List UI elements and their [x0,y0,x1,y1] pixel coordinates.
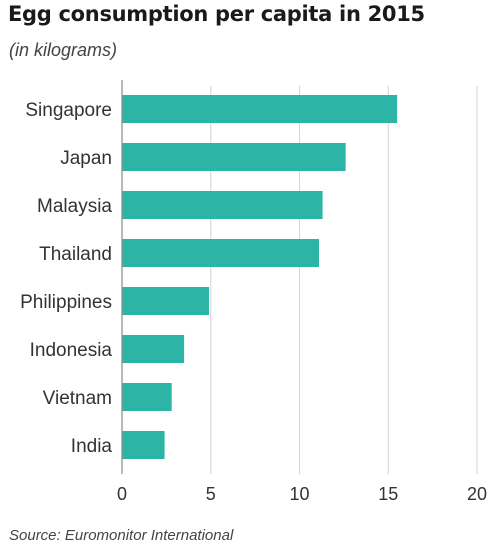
category-label: India [71,436,113,457]
category-label: Indonesia [30,340,113,361]
category-label: Vietnam [43,388,112,409]
category-label: Thailand [39,244,112,265]
x-tick-label: 10 [289,484,309,504]
bar-malaysia [122,191,323,219]
bar-thailand [122,239,320,267]
category-label: Philippines [20,292,112,313]
x-tick-label: 15 [378,484,398,504]
bar-vietnam [122,383,172,411]
bar-philippines [122,287,209,315]
chart-title: Egg consumption per capita in 2015 [8,2,425,26]
bar-japan [122,143,346,171]
bar-singapore [122,95,398,123]
x-tick-label: 0 [117,484,127,504]
chart-subtitle: (in kilograms) [9,40,118,60]
source-note: Source: Euromonitor International [9,527,234,544]
category-label: Malaysia [37,196,112,217]
x-tick-label: 20 [467,484,487,504]
category-label: Singapore [25,100,112,121]
bar-india [122,431,165,459]
x-tick-label: 5 [206,484,216,504]
bar-indonesia [122,335,185,363]
category-label: Japan [60,148,112,169]
